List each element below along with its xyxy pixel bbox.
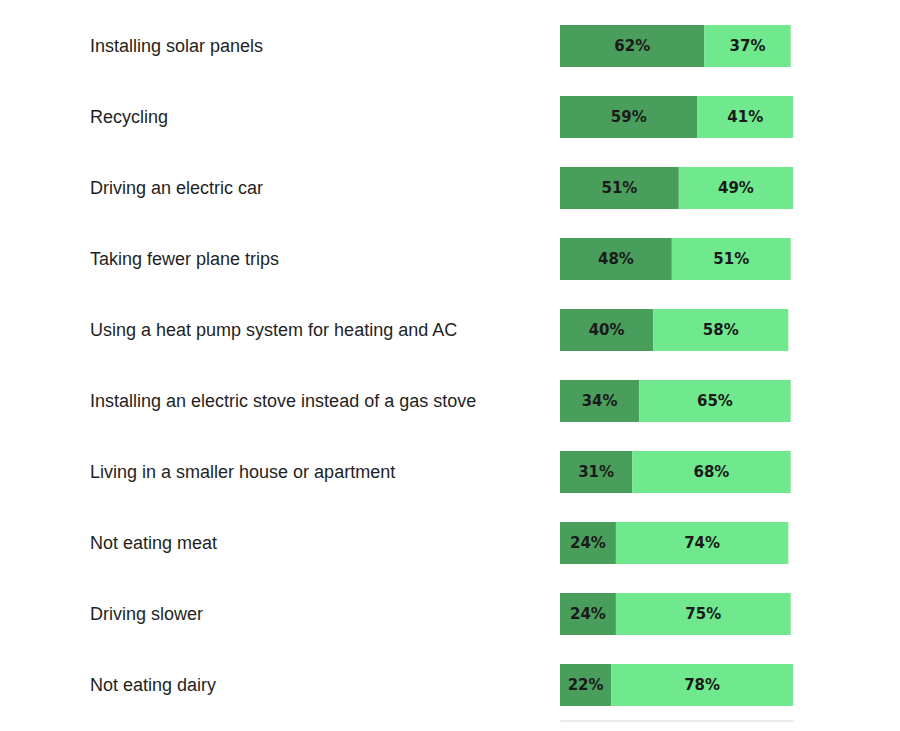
category-tick: Driving slower xyxy=(90,604,203,624)
bar-segment xyxy=(560,522,616,564)
category-tick: Not eating meat xyxy=(90,533,217,553)
category-label: Recycling xyxy=(90,107,168,127)
axis-line xyxy=(561,721,794,722)
data-labels: 62% 59% 51% 48% 40% 34% 31% 24% 24% 22% 37% 41% 49% 5… xyxy=(568,37,766,694)
bar-segment xyxy=(560,451,632,493)
value-axis xyxy=(561,721,794,722)
data-label: 78% xyxy=(684,676,720,694)
category-tick: Not eating dairy xyxy=(90,675,216,695)
category-tick: Installing an electric stove instead of … xyxy=(90,391,476,411)
category-tick: Driving an electric car xyxy=(90,178,263,198)
category-label: Installing an electric stove instead of … xyxy=(90,391,476,411)
category-tick: Using a heat pump system for heating and… xyxy=(90,320,457,340)
bar-segment xyxy=(616,593,791,635)
chart: Installing solar panels Recycling Driving … xyxy=(0,0,900,731)
bar-segment xyxy=(653,309,788,351)
bar-segment xyxy=(611,664,793,706)
category-label: Driving slower xyxy=(90,604,203,624)
bar-segment xyxy=(560,25,704,67)
category-label: Living in a smaller house or apartment xyxy=(90,462,395,482)
category-label: Taking fewer plane trips xyxy=(90,249,279,269)
category-tick: Installing solar panels xyxy=(90,36,263,56)
data-label: 34% xyxy=(582,392,618,410)
bar-segment xyxy=(560,664,611,706)
data-label: 41% xyxy=(727,108,763,126)
category-label: Using a heat pump system for heating and… xyxy=(90,320,457,340)
data-label: 74% xyxy=(684,534,720,552)
category-tick: Living in a smaller house or apartment xyxy=(90,462,395,482)
data-label: 40% xyxy=(589,321,625,339)
data-label: 24% xyxy=(570,534,606,552)
data-label: 62% xyxy=(614,37,650,55)
bar-segment xyxy=(560,309,653,351)
bar-segment xyxy=(560,96,697,138)
category-label: Not eating meat xyxy=(90,533,217,553)
category-label: Driving an electric car xyxy=(90,178,263,198)
data-label: 37% xyxy=(730,37,766,55)
bar-segment xyxy=(632,451,790,493)
category-tick: Recycling xyxy=(90,107,168,127)
data-label: 51% xyxy=(601,179,637,197)
bars xyxy=(560,25,793,706)
data-label: 31% xyxy=(578,463,614,481)
data-label: 22% xyxy=(568,676,604,694)
data-label: 51% xyxy=(713,250,749,268)
bar-segment xyxy=(672,238,791,280)
category-label: Not eating dairy xyxy=(90,675,216,695)
data-label: 58% xyxy=(703,321,739,339)
data-label: 59% xyxy=(611,108,647,126)
category-tick: Taking fewer plane trips xyxy=(90,249,279,269)
bar-segment xyxy=(616,522,788,564)
bar-segment xyxy=(704,25,790,67)
category-label: Installing solar panels xyxy=(90,36,263,56)
data-label: 48% xyxy=(598,250,634,268)
data-label: 75% xyxy=(685,605,721,623)
bar-segment xyxy=(560,380,639,422)
bar-segment xyxy=(560,593,616,635)
bar-segment xyxy=(679,167,793,209)
bar-segment xyxy=(697,96,793,138)
bar-segment xyxy=(560,167,679,209)
data-label: 24% xyxy=(570,605,606,623)
data-label: 65% xyxy=(697,392,733,410)
bar-segment xyxy=(639,380,790,422)
data-label: 68% xyxy=(693,463,729,481)
bar-segment xyxy=(560,238,672,280)
data-label: 49% xyxy=(718,179,754,197)
category-axis: Installing solar panels Recycling Driving … xyxy=(90,36,476,695)
